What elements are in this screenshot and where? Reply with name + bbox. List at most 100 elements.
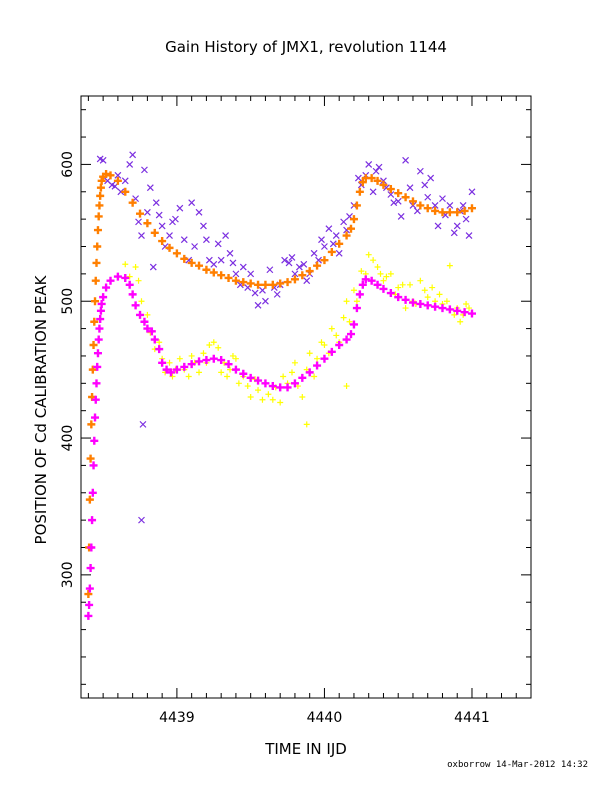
data-point-series-2: [352, 201, 361, 210]
data-point-series-2: [113, 176, 122, 185]
data-point-series-2: [394, 189, 403, 198]
data-point-series-0: [285, 259, 293, 267]
data-point-series-3: [394, 293, 403, 302]
data-point-series-3: [209, 354, 218, 363]
data-point-series-1: [451, 311, 458, 318]
data-point-series-2: [453, 208, 462, 217]
data-point-series-2: [335, 239, 344, 248]
data-point-series-0: [310, 249, 318, 257]
data-point-series-0: [406, 184, 414, 192]
data-point-series-1: [417, 277, 424, 284]
data-point-series-1: [436, 291, 443, 298]
data-point-series-3: [352, 304, 361, 313]
data-point-series-2: [87, 420, 96, 429]
data-point-series-3: [147, 327, 156, 336]
data-point-series-3: [93, 349, 102, 358]
data-point-series-3: [88, 488, 97, 497]
data-point-series-0: [158, 222, 166, 230]
data-point-series-1: [166, 359, 173, 366]
data-point-series-1: [269, 396, 276, 403]
data-point-series-0: [273, 290, 281, 298]
data-point-series-0: [380, 177, 387, 185]
data-point-series-1: [424, 294, 431, 301]
data-point-series-0: [229, 259, 237, 267]
data-point-series-1: [255, 387, 262, 394]
data-point-series-0: [434, 222, 442, 230]
data-point-series-0: [254, 301, 262, 309]
data-point-series-1: [288, 369, 295, 376]
data-point-series-1: [196, 369, 203, 376]
data-point-series-0: [291, 270, 299, 278]
data-point-series-3: [92, 379, 101, 388]
data-point-series-0: [390, 199, 398, 207]
data-point-series-2: [224, 273, 233, 282]
data-point-series-2: [401, 193, 410, 202]
data-point-series-0: [281, 256, 289, 264]
data-point-series-0: [453, 222, 461, 230]
data-point-series-2: [261, 280, 270, 289]
data-point-series-2: [96, 191, 105, 200]
data-point-series-2: [172, 249, 181, 258]
data-point-series-1: [291, 359, 298, 366]
data-point-series-2: [423, 204, 432, 213]
data-point-series-1: [126, 273, 133, 280]
data-point-series-1: [156, 339, 163, 346]
x-axis-label: TIME IN IJD: [265, 740, 347, 758]
data-point-series-2: [89, 341, 98, 350]
data-point-series-0: [152, 199, 160, 207]
data-point-series-2: [91, 276, 100, 285]
y-tick-label: 300: [60, 561, 76, 588]
data-point-series-3: [261, 379, 270, 388]
plot-frame: [80, 95, 532, 699]
data-point-series-0: [303, 277, 311, 285]
data-point-series-0: [226, 249, 234, 257]
data-point-series-3: [358, 280, 367, 289]
data-point-series-2: [298, 271, 307, 280]
data-point-series-0: [139, 420, 147, 428]
data-point-series-1: [333, 332, 340, 339]
data-point-series-1: [244, 383, 251, 390]
data-point-series-2: [367, 174, 376, 183]
data-point-series-0: [135, 218, 142, 226]
data-point-series-1: [224, 373, 231, 380]
data-point-series-3: [460, 308, 469, 317]
data-point-series-1: [350, 287, 357, 294]
data-point-series-0: [232, 270, 240, 278]
data-point-series-3: [85, 600, 94, 609]
data-point-series-1: [280, 373, 287, 380]
data-point-series-1: [429, 284, 436, 291]
data-point-series-0: [114, 171, 122, 179]
data-point-series-3: [143, 324, 152, 333]
data-point-series-2: [86, 454, 95, 463]
data-point-series-2: [246, 279, 255, 288]
data-point-series-3: [102, 283, 111, 292]
data-point-series-1: [383, 273, 390, 280]
data-point-series-1: [380, 277, 387, 284]
data-point-series-3: [125, 280, 134, 289]
data-point-series-3: [140, 317, 149, 326]
data-point-series-0: [372, 167, 380, 175]
data-point-series-0: [329, 240, 337, 248]
data-point-series-2: [290, 275, 299, 284]
data-point-series-2: [438, 208, 447, 217]
data-point-series-2: [355, 187, 364, 196]
data-point-series-2: [358, 178, 367, 187]
data-point-series-3: [96, 306, 105, 315]
data-point-series-2: [136, 209, 145, 218]
data-point-series-3: [453, 306, 462, 315]
data-point-series-1: [311, 373, 318, 380]
data-point-series-3: [231, 365, 240, 374]
data-point-series-0: [431, 202, 439, 209]
data-point-series-1: [200, 350, 207, 357]
data-point-series-2: [239, 278, 248, 287]
data-point-series-3: [94, 335, 103, 344]
data-point-series-0: [155, 211, 163, 219]
data-point-series-2: [460, 206, 469, 215]
data-point-series-0: [288, 254, 296, 261]
data-point-series-3: [155, 345, 164, 354]
data-point-series-3: [93, 362, 102, 371]
data-point-series-3: [349, 320, 358, 329]
data-point-series-2: [445, 208, 454, 217]
data-point-series-3: [355, 290, 364, 299]
data-point-series-1: [132, 264, 139, 271]
